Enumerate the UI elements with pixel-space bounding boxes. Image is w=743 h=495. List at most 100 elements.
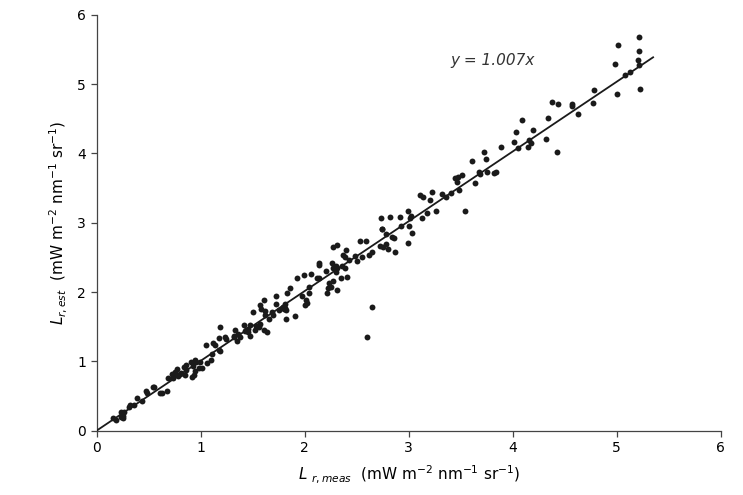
Point — [623, 68, 635, 76]
Point — [495, 144, 507, 151]
Point — [469, 179, 481, 187]
Point — [140, 390, 152, 397]
Point — [366, 248, 377, 256]
Point — [215, 323, 227, 331]
Point — [321, 289, 333, 297]
Point — [296, 292, 308, 300]
Point — [258, 326, 270, 334]
Point — [253, 323, 265, 331]
Point — [402, 207, 414, 215]
Point — [259, 306, 270, 314]
Point — [343, 256, 355, 264]
Point — [174, 370, 186, 378]
Point — [380, 230, 392, 238]
Point — [278, 305, 290, 313]
Point — [291, 274, 303, 282]
Point — [241, 325, 253, 333]
Point — [632, 55, 644, 63]
Point — [281, 315, 293, 323]
Point — [175, 369, 187, 377]
Point — [194, 357, 206, 365]
Point — [172, 372, 184, 380]
Point — [424, 196, 435, 204]
Point — [313, 259, 325, 267]
Point — [228, 333, 240, 341]
Point — [552, 100, 564, 108]
Point — [360, 237, 372, 245]
Point — [180, 360, 192, 368]
Point — [123, 401, 135, 409]
Point — [221, 335, 233, 343]
Point — [474, 170, 486, 178]
Point — [239, 327, 251, 335]
Point — [330, 262, 342, 270]
Point — [279, 304, 291, 312]
Point — [273, 305, 285, 313]
Point — [148, 383, 160, 391]
Point — [488, 169, 500, 177]
Point — [542, 114, 554, 122]
Point — [337, 251, 349, 259]
Point — [513, 145, 525, 152]
Point — [340, 253, 351, 261]
Point — [331, 286, 343, 294]
Point — [250, 322, 262, 330]
Point — [277, 303, 289, 311]
Point — [190, 358, 202, 366]
Point — [270, 292, 282, 300]
Point — [213, 334, 225, 342]
Point — [490, 168, 502, 176]
Point — [351, 257, 363, 265]
Point — [421, 209, 432, 217]
Point — [218, 333, 230, 341]
Point — [445, 189, 457, 197]
Point — [254, 301, 266, 309]
Point — [180, 366, 192, 374]
Point — [131, 395, 143, 402]
Point — [380, 240, 392, 248]
Point — [305, 270, 317, 278]
Point — [634, 85, 646, 93]
Point — [449, 174, 461, 182]
Point — [551, 148, 562, 155]
Point — [240, 326, 252, 334]
Point — [327, 264, 339, 272]
Point — [395, 222, 407, 230]
Point — [436, 190, 448, 198]
Point — [147, 383, 159, 391]
Point — [414, 191, 426, 198]
Point — [356, 253, 368, 261]
Point — [258, 296, 270, 304]
Point — [167, 371, 179, 379]
Point — [384, 213, 396, 221]
Point — [185, 357, 197, 365]
Point — [193, 364, 205, 372]
Point — [426, 188, 438, 196]
Point — [322, 279, 334, 287]
Point — [160, 387, 172, 395]
Point — [201, 359, 213, 367]
Point — [189, 367, 201, 375]
Point — [281, 289, 293, 297]
Point — [117, 414, 129, 422]
Point — [326, 259, 338, 267]
Point — [403, 222, 415, 230]
Point — [325, 283, 337, 291]
Point — [441, 194, 452, 201]
Point — [289, 312, 301, 320]
Point — [298, 271, 310, 279]
Point — [382, 246, 394, 253]
Point — [207, 350, 218, 358]
Point — [171, 365, 183, 373]
Point — [140, 387, 152, 395]
Point — [115, 408, 127, 416]
Point — [335, 274, 347, 282]
Point — [303, 283, 315, 291]
Point — [209, 341, 221, 348]
Point — [417, 213, 429, 221]
Point — [229, 326, 241, 334]
Point — [337, 262, 348, 270]
Point — [508, 138, 520, 146]
Point — [108, 414, 120, 422]
Point — [109, 416, 121, 424]
